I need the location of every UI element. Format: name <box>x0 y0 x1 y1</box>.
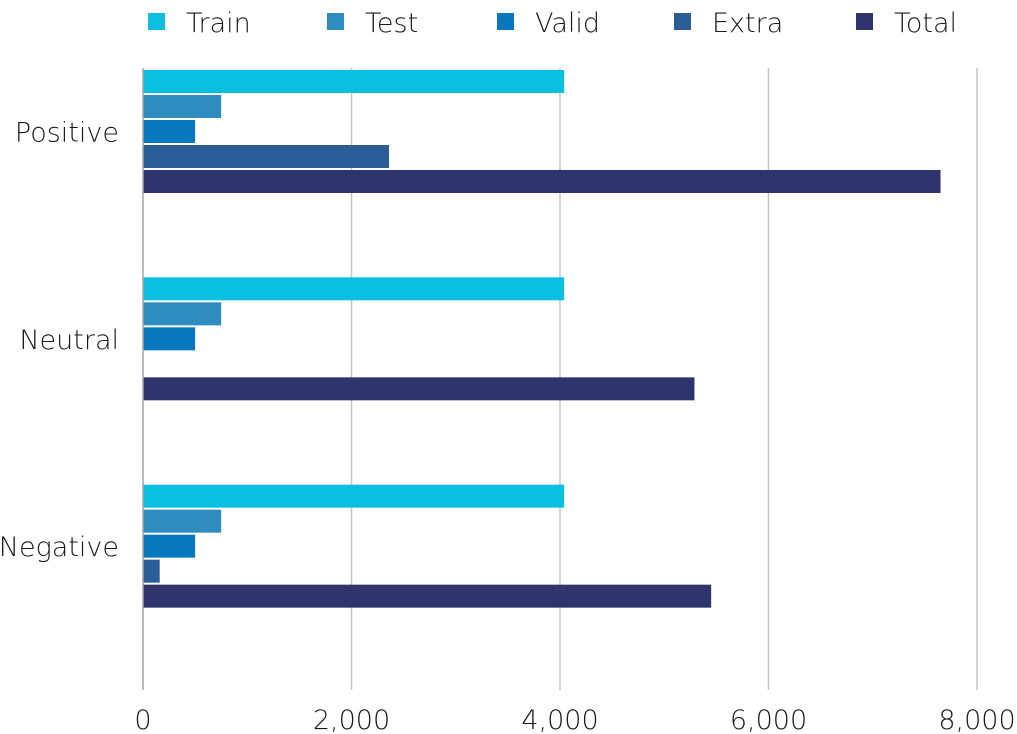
legend-label-train: Train <box>186 8 251 39</box>
legend-swatch-train <box>148 13 165 30</box>
x-tick-labels: 0 2,000 4,000 6,000 8,000 <box>134 705 1015 734</box>
legend-swatch-valid <box>497 13 514 30</box>
bar-neutral-train <box>143 277 565 301</box>
bar-negative-test <box>143 509 222 533</box>
bar-positive-test <box>143 95 222 118</box>
legend-label-extra: Extra <box>712 8 783 39</box>
legend-swatch-extra <box>674 13 691 30</box>
x-tick-label-8-000: 8,000 <box>938 705 1015 734</box>
bar-negative-total <box>143 584 712 608</box>
legend-swatch-test <box>327 13 344 30</box>
legend-label-total: Total <box>894 8 957 39</box>
bar-negative-valid <box>143 534 196 558</box>
x-tick-label-4-000: 4,000 <box>521 705 598 734</box>
legend: Train Test Valid Extra Total <box>148 8 957 39</box>
x-tick-label-0: 0 <box>134 705 151 734</box>
bar-positive-train <box>143 70 565 93</box>
x-tick-label-2-000: 2,000 <box>313 705 390 734</box>
category-label-negative: Negative <box>0 532 119 563</box>
bar-neutral-total <box>143 377 695 401</box>
category-label-neutral: Neutral <box>19 325 119 356</box>
legend-label-valid: Valid <box>535 8 600 39</box>
legend-swatch-total <box>856 13 873 30</box>
bar-positive-extra <box>143 145 390 168</box>
bars <box>143 70 941 608</box>
x-tick-label-6-000: 6,000 <box>730 705 807 734</box>
category-labels: Positive Neutral Negative <box>0 118 119 564</box>
bar-neutral-test <box>143 302 222 326</box>
bar-negative-train <box>143 484 565 508</box>
bar-negative-extra <box>143 559 160 583</box>
bar-positive-valid <box>143 120 196 143</box>
legend-label-test: Test <box>365 8 418 39</box>
bar-neutral-valid <box>143 327 196 351</box>
bar-positive-total <box>143 170 941 193</box>
category-label-positive: Positive <box>15 118 119 149</box>
